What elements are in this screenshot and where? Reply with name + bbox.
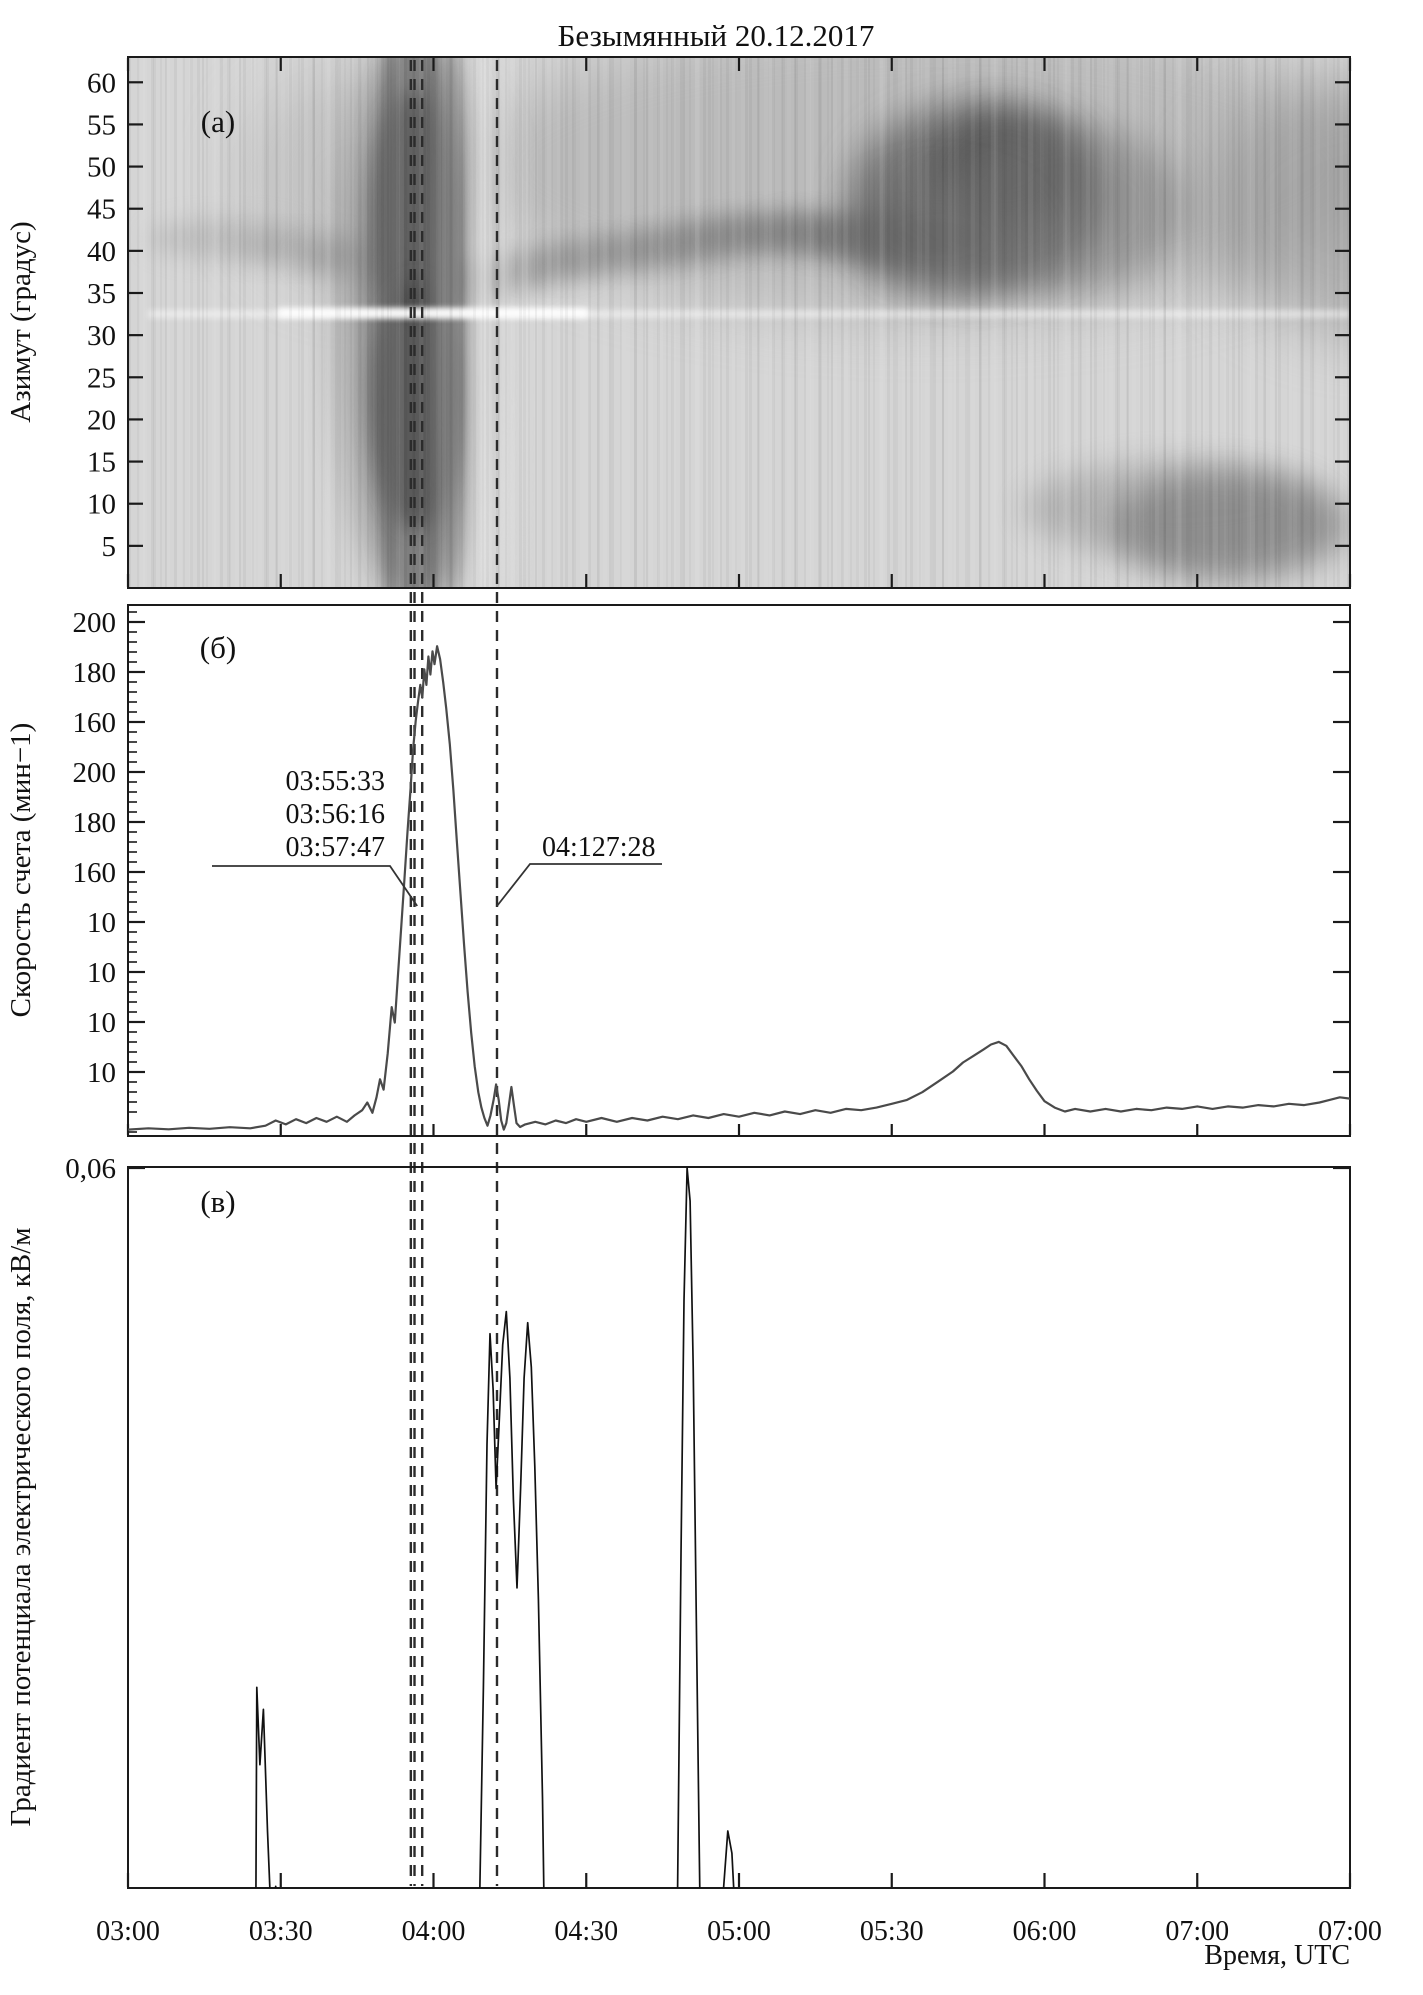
panel-a-frame [127, 56, 1351, 589]
x-tick-label: 03:00 [96, 1916, 160, 1947]
y-tick-label-a: 30 [87, 320, 116, 352]
panel-a-letter: (а) [201, 104, 235, 139]
y-tick-label-b: 10 [87, 1057, 116, 1089]
y-tick-label-a: 45 [87, 194, 116, 226]
y-tick-label-v: 0,06 [65, 1153, 116, 1185]
annotation-time-3: 03:57:47 [285, 832, 385, 863]
figure-title: Безымянный 20.12.2017 [558, 18, 875, 53]
y-tick-label-b: 10 [87, 907, 116, 939]
y-tick-label-b: 10 [87, 1007, 116, 1039]
panel-b-ylabel: Скорость счета (мин−1) [5, 723, 37, 1018]
annotation-leader-lines [212, 863, 662, 907]
y-tick-label-b: 200 [73, 607, 117, 639]
panel-a-heatmap [128, 57, 1350, 588]
annotation-time-2: 03:56:16 [285, 799, 385, 830]
event-time-annotations: 03:55:33 03:56:16 03:57:47 04:127:28 [212, 766, 662, 907]
annotation-time-1: 03:55:33 [285, 766, 385, 797]
x-tick-label: 05:00 [707, 1916, 771, 1947]
heatmap-texture [128, 57, 1350, 588]
y-tick-label-b: 180 [73, 657, 117, 689]
y-tick-label-b: 180 [73, 807, 117, 839]
annotation-time-4: 04:127:28 [542, 832, 656, 863]
x-tick-label: 03:30 [249, 1916, 313, 1947]
leader-line-cluster [212, 865, 418, 907]
y-tick-label-a: 15 [87, 447, 116, 479]
y-tick-label-a: 10 [87, 489, 116, 521]
x-tick-label: 06:00 [1013, 1916, 1077, 1947]
count-rate-curve [128, 645, 1350, 1131]
y-tick-label-a: 25 [87, 362, 116, 394]
x-axis-title: Время, UTC [1204, 1940, 1350, 1971]
y-tick-label-a: 60 [87, 67, 116, 99]
panel-a-ylabel: Азимут (градус) [5, 221, 37, 422]
panel-b-letter: (б) [200, 630, 236, 665]
y-tick-label-b: 160 [73, 707, 117, 739]
y-tick-label-a: 20 [87, 404, 116, 436]
stripe-overlay-2 [128, 57, 1350, 588]
axes-layer: 03:00 03:30 04:00 04:30 05:00 05:30 06:00 07:00… [65, 56, 1382, 1947]
field-gradient-curve [255, 1167, 735, 1888]
panel-v-frame [127, 1166, 1351, 1889]
y-tick-label-b: 160 [73, 857, 117, 889]
x-tick-label: 07:00 [1318, 1916, 1382, 1947]
x-tick-label: 05:30 [860, 1916, 924, 1947]
y-tick-label-a: 35 [87, 278, 116, 310]
event-marker-lines [409, 60, 499, 1886]
panel-v-letter: (в) [200, 1184, 235, 1219]
x-tick-label: 07:00 [1165, 1916, 1229, 1947]
y-tick-label-b: 10 [87, 957, 116, 989]
y-tick-label-a: 40 [87, 236, 116, 268]
y-tick-label-a: 55 [87, 109, 116, 141]
x-tick-label: 04:30 [554, 1916, 618, 1947]
panel-b-frame [127, 604, 1351, 1137]
y-tick-label-a: 50 [87, 152, 116, 184]
x-tick-label: 04:00 [402, 1916, 466, 1947]
panel-v-ylabel: Градиент потенциала электрического поля,… [5, 1227, 37, 1826]
y-tick-label-a: 5 [102, 531, 117, 563]
y-tick-label-b: 200 [73, 757, 117, 789]
leader-line-single [496, 863, 662, 907]
